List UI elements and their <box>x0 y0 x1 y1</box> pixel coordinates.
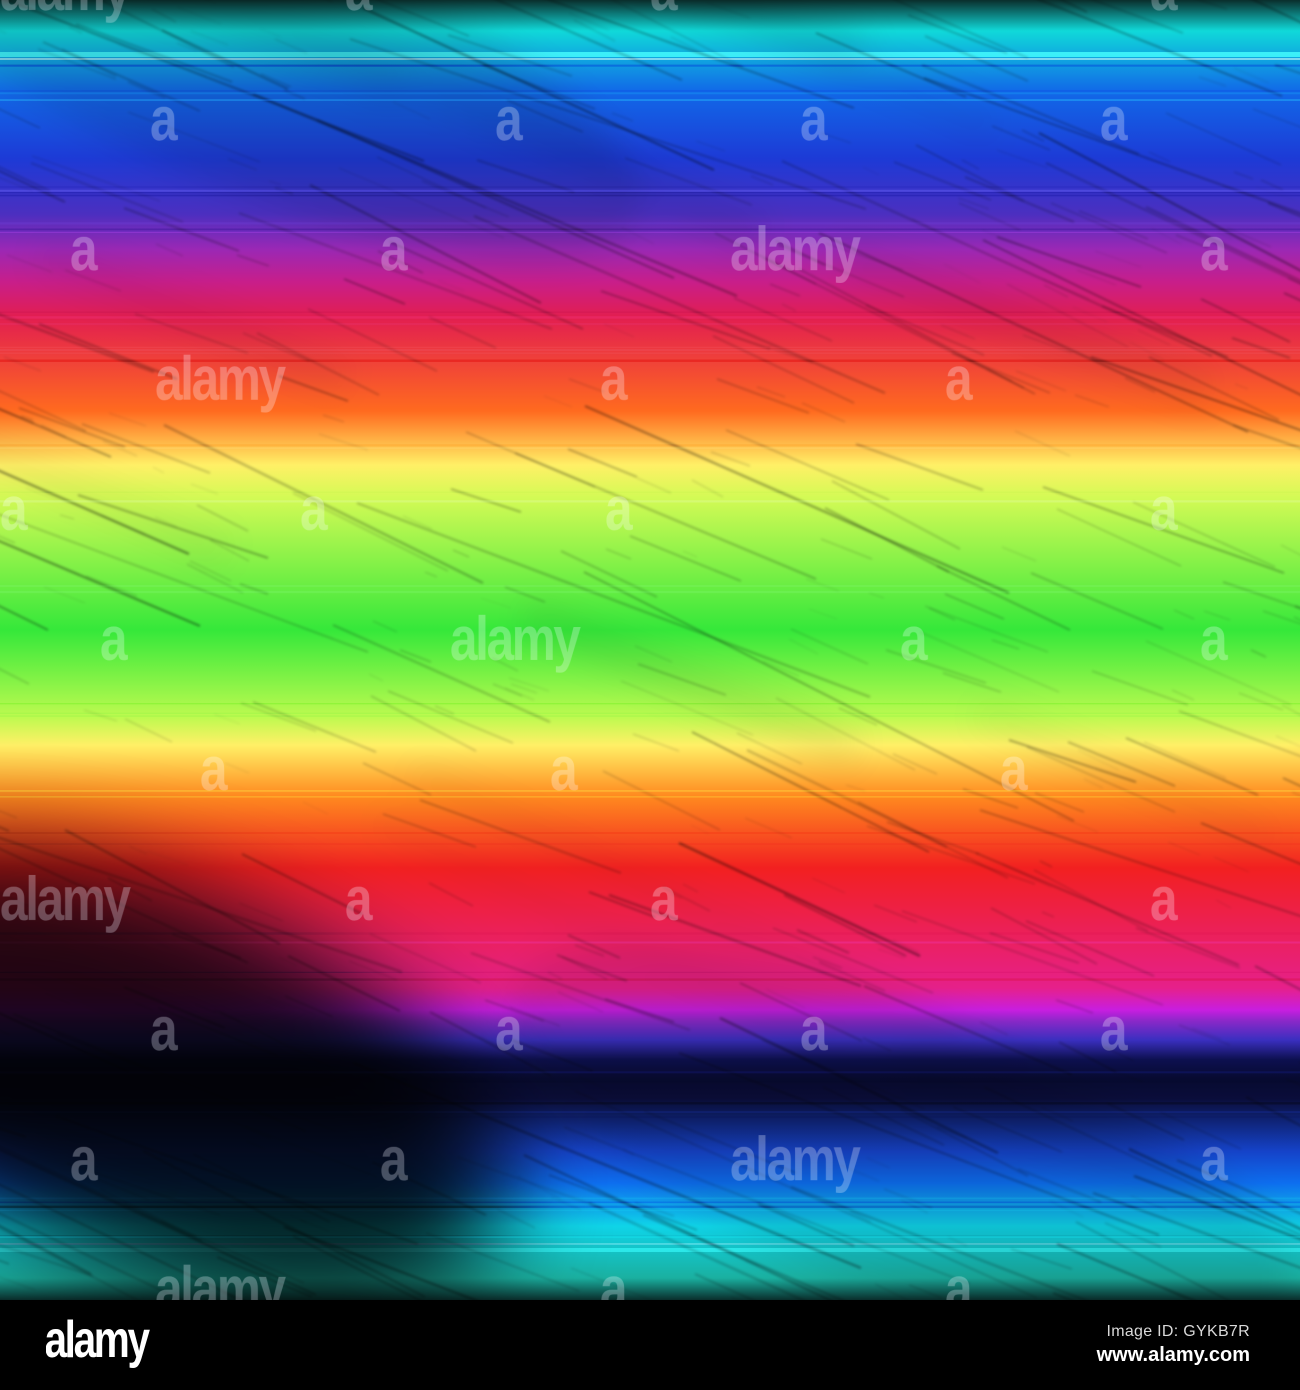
svg-text:alamy: alamy <box>46 1313 150 1368</box>
